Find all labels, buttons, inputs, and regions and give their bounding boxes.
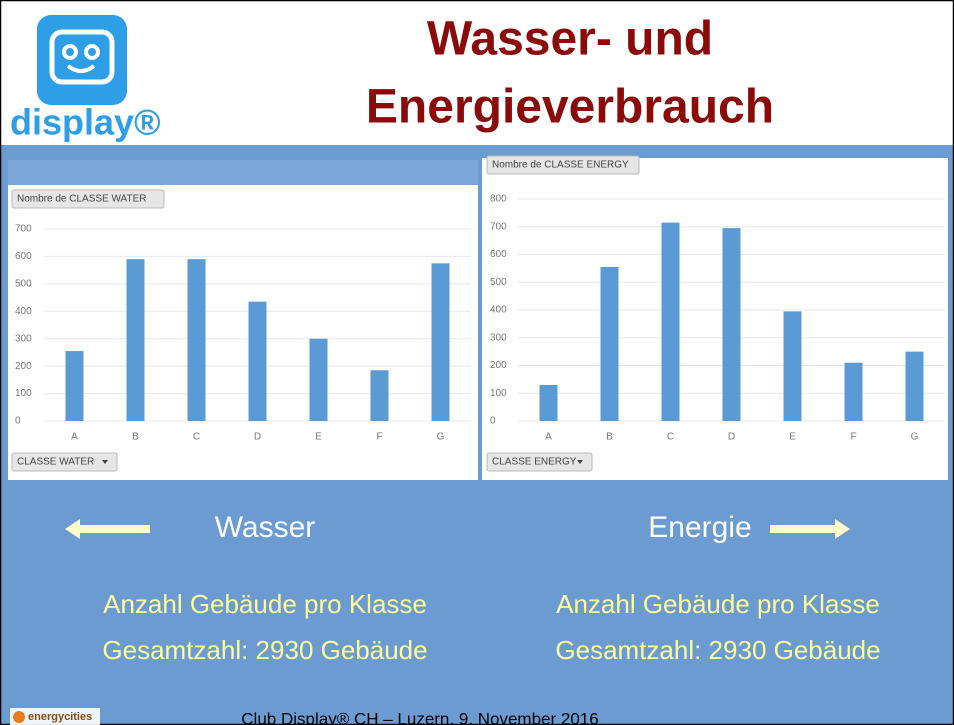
y-tick-label: 500 — [15, 278, 32, 289]
dropdown-arrow — [577, 460, 583, 464]
filter-button-label: CLASSE WATER — [17, 457, 94, 468]
footer-text: Club Display® CH – Luzern, 9. November 2… — [241, 709, 598, 725]
bar — [65, 351, 84, 421]
logo-text: display® — [10, 102, 161, 143]
y-tick-label: 0 — [15, 416, 21, 427]
y-tick-label: 800 — [490, 194, 507, 205]
bar — [431, 263, 450, 421]
x-tick-label: A — [545, 432, 552, 443]
bar — [600, 266, 619, 421]
dropdown-arrow — [102, 460, 108, 464]
logo-eye — [62, 44, 78, 60]
logo-smile — [66, 64, 96, 73]
x-tick-label: F — [850, 432, 856, 443]
footer-logo-icon — [13, 711, 25, 723]
field-button — [486, 155, 640, 175]
bar — [126, 259, 145, 421]
x-tick-label: D — [728, 432, 735, 443]
footer-logo-bg — [10, 708, 100, 725]
caption-line: Gesamtzahl: 2930 Gebäude — [555, 635, 880, 665]
bar — [309, 338, 328, 421]
y-tick-label: 200 — [15, 361, 32, 372]
title-line: Wasser- und — [427, 13, 713, 66]
footer-org: energycities — [28, 711, 92, 723]
caption-line: Anzahl Gebäude pro Klasse — [103, 589, 427, 619]
bar — [905, 351, 924, 421]
chart-panel — [482, 158, 948, 480]
bar — [844, 362, 863, 421]
y-tick-label: 100 — [490, 388, 507, 399]
y-tick-label: 0 — [490, 416, 496, 427]
arrow-left — [65, 519, 150, 539]
y-tick-label: 400 — [490, 305, 507, 316]
x-tick-label: D — [254, 432, 261, 443]
y-tick-label: 100 — [15, 388, 32, 399]
y-tick-label: 300 — [15, 333, 32, 344]
arrow-right — [770, 519, 850, 539]
y-tick-label: 200 — [490, 360, 507, 371]
logo-eye — [84, 44, 100, 60]
x-tick-label: B — [606, 432, 613, 443]
caption-label: Energie — [648, 511, 751, 544]
x-tick-label: A — [71, 432, 78, 443]
y-tick-label: 600 — [15, 251, 32, 262]
caption-line: Gesamtzahl: 2930 Gebäude — [102, 635, 427, 665]
x-tick-label: E — [315, 432, 322, 443]
bar — [187, 259, 206, 421]
x-tick-label: G — [437, 432, 445, 443]
field-button-label: Nombre de CLASSE ENERGY — [492, 160, 629, 171]
x-tick-label: G — [911, 432, 919, 443]
field-button — [11, 189, 165, 209]
y-tick-label: 300 — [490, 332, 507, 343]
logo-face — [49, 29, 115, 85]
x-tick-label: B — [132, 432, 139, 443]
x-tick-label: F — [376, 432, 382, 443]
y-tick-label: 700 — [490, 221, 507, 232]
bar — [539, 384, 558, 421]
filter-button — [11, 452, 118, 472]
caption-label: Wasser — [215, 511, 316, 544]
chart-header-strip — [8, 160, 478, 185]
bar — [722, 228, 741, 421]
bar — [370, 370, 389, 421]
bar — [661, 222, 680, 421]
y-tick-label: 600 — [490, 249, 507, 260]
y-tick-label: 700 — [15, 224, 32, 235]
bar — [783, 311, 802, 421]
y-tick-label: 500 — [490, 277, 507, 288]
chart-panel — [8, 185, 478, 480]
y-tick-label: 400 — [15, 306, 32, 317]
filter-button-label: CLASSE ENERGY — [492, 457, 577, 468]
filter-button — [486, 452, 593, 472]
caption-line: Anzahl Gebäude pro Klasse — [556, 589, 880, 619]
x-tick-label: E — [789, 432, 796, 443]
field-button-label: Nombre de CLASSE WATER — [17, 194, 146, 205]
title-line: Energieverbrauch — [366, 81, 774, 134]
bar — [248, 301, 267, 421]
x-tick-label: C — [193, 432, 200, 443]
x-tick-label: C — [667, 432, 674, 443]
